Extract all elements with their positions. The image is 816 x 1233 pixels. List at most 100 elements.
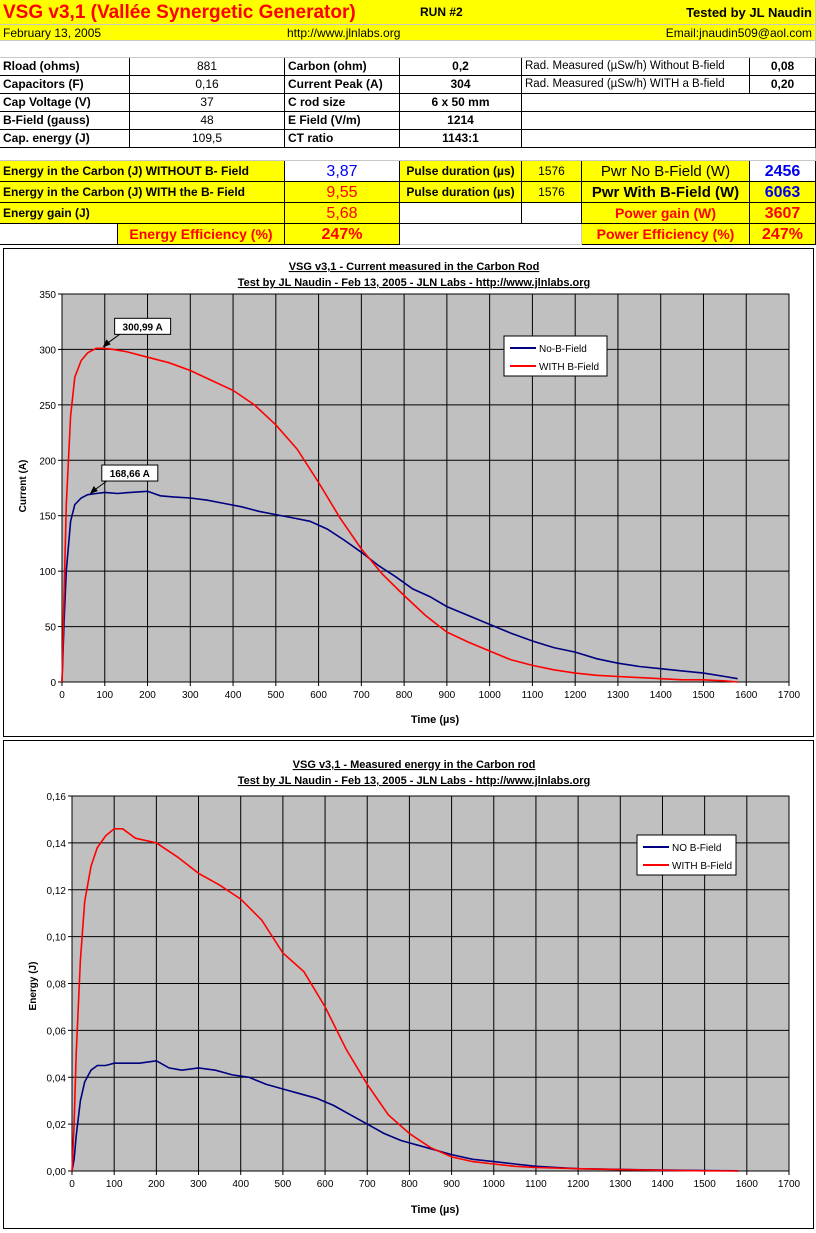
param-value: 881 (130, 58, 285, 76)
param-label: Cap Voltage (V) (0, 94, 130, 112)
x-tick-label: 100 (106, 1179, 123, 1190)
result-value: 5,68 (285, 203, 400, 224)
y-tick-label: 300 (39, 345, 56, 356)
legend-label: WITH B-Field (539, 362, 599, 373)
result-value: 247% (750, 224, 816, 245)
x-tick-label: 1300 (609, 1179, 632, 1190)
y-tick-label: 350 (39, 290, 56, 301)
x-tick-label: 1100 (522, 690, 544, 701)
x-tick-label: 700 (359, 1179, 376, 1190)
result-value: 1576 (522, 182, 582, 203)
param-label: Current Peak (A) (285, 76, 400, 94)
x-tick-label: 1200 (567, 1179, 590, 1190)
x-tick-label: 500 (275, 1179, 292, 1190)
y-axis-label: Current (A) (18, 460, 29, 513)
annotation-label: 168,66 A (110, 469, 150, 480)
x-tick-label: 1600 (736, 1179, 759, 1190)
result-label: Pulse duration (µs) (400, 182, 522, 203)
chart-subtitle: Test by JL Naudin - Feb 13, 2005 - JLN L… (238, 277, 590, 289)
chart-title: VSG v3,1 - Current measured in the Carbo… (289, 261, 540, 273)
param-label: E Field (V/m) (285, 112, 400, 130)
x-tick-label: 200 (148, 1179, 165, 1190)
param-label: C rod size (285, 94, 400, 112)
param-label: Capacitors (F) (0, 76, 130, 94)
y-tick-label: 150 (39, 512, 56, 523)
param-value: 37 (130, 94, 285, 112)
result-label: Pulse duration (µs) (400, 161, 522, 182)
y-tick-label: 250 (39, 401, 56, 412)
result-label: Energy gain (J) (0, 203, 285, 224)
series-line-with-b-field (71, 828, 739, 1172)
empty-cell (522, 112, 816, 130)
x-tick-label: 1700 (778, 1179, 801, 1190)
x-tick-label: 1000 (479, 690, 502, 701)
series-line-no-b-field (61, 490, 738, 683)
result-label: Pwr No B-Field (W) (582, 161, 750, 182)
param-value: 109,5 (130, 130, 285, 148)
result-label: Energy Efficiency (%) (118, 224, 285, 245)
result-value: 9,55 (285, 182, 400, 203)
x-tick-label: 1400 (650, 690, 673, 701)
param-label: Rload (ohms) (0, 58, 130, 76)
param-value: 304 (400, 76, 522, 94)
current-chart-svg: VSG v3,1 - Current measured in the Carbo… (18, 261, 801, 726)
empty-cell (400, 203, 522, 224)
x-tick-label: 900 (439, 690, 456, 701)
x-tick-label: 1300 (607, 690, 630, 701)
param-label: B-Field (gauss) (0, 112, 130, 130)
y-tick-label: 0,14 (47, 839, 67, 850)
energy-chart-svg: VSG v3,1 - Measured energy in the Carbon… (28, 759, 801, 1216)
x-tick-label: 1000 (483, 1179, 506, 1190)
empty-cell (522, 203, 582, 224)
param-label: CT ratio (285, 130, 400, 148)
run-label: RUN #2 (410, 0, 560, 25)
y-tick-label: 0,06 (47, 1026, 67, 1037)
spacer-row (0, 41, 816, 58)
result-value: 247% (285, 224, 400, 245)
x-tick-label: 1600 (735, 690, 758, 701)
chart-subtitle: Test by JL Naudin - Feb 13, 2005 - JLN L… (238, 775, 590, 787)
plot-area (61, 293, 790, 683)
legend-box (503, 335, 608, 377)
empty-cell (522, 94, 816, 112)
chart-title: VSG v3,1 - Measured energy in the Carbon… (293, 759, 536, 771)
x-tick-label: 600 (317, 1179, 334, 1190)
param-label: Rad. Measured (µSw/h) Without B-field (522, 58, 750, 76)
y-axis-label: Energy (J) (28, 962, 39, 1011)
result-label: Energy in the Carbon (J) WITHOUT B- Fiel… (0, 161, 285, 182)
x-tick-label: 1100 (525, 1179, 547, 1190)
x-tick-label: 1500 (692, 690, 715, 701)
result-value: 3607 (750, 203, 816, 224)
param-value: 0,16 (130, 76, 285, 94)
x-tick-label: 300 (182, 690, 199, 701)
param-label: Rad. Measured (µSw/h) WITH a B-field (522, 76, 750, 94)
result-label: Pwr With B-Field (W) (582, 182, 750, 203)
annotation-box (101, 464, 159, 482)
x-tick-label: 400 (232, 1179, 249, 1190)
y-tick-label: 0 (50, 678, 56, 689)
param-value: 48 (130, 112, 285, 130)
legend-label: WITH B-Field (672, 861, 732, 872)
legend-label: No-B-Field (539, 344, 587, 355)
series-line-with-b-field (61, 347, 738, 683)
y-tick-label: 100 (39, 567, 56, 578)
y-tick-label: 0,00 (47, 1167, 67, 1178)
sheet-title: VSG v3,1 (Vallée Synergetic Generator) (0, 0, 410, 25)
spacer-row (0, 148, 816, 161)
email: Email:jnaudin509@aol.com (520, 25, 816, 41)
x-tick-label: 100 (96, 690, 113, 701)
y-tick-label: 0,04 (47, 1073, 67, 1084)
tested-by: Tested by JL Naudin (560, 0, 816, 25)
annotation-arrowhead (102, 339, 111, 348)
x-tick-label: 200 (139, 690, 156, 701)
x-tick-label: 600 (310, 690, 327, 701)
result-label: Power Efficiency (%) (582, 224, 750, 245)
x-axis-label: Time (µs) (411, 1204, 460, 1216)
param-label: Cap. energy (J) (0, 130, 130, 148)
series-line-no-b-field (71, 1059, 739, 1172)
param-value: 0,2 (400, 58, 522, 76)
y-tick-label: 0,08 (47, 980, 67, 991)
empty-cell (400, 224, 582, 245)
y-tick-label: 0,10 (47, 933, 67, 944)
x-tick-label: 700 (353, 690, 370, 701)
